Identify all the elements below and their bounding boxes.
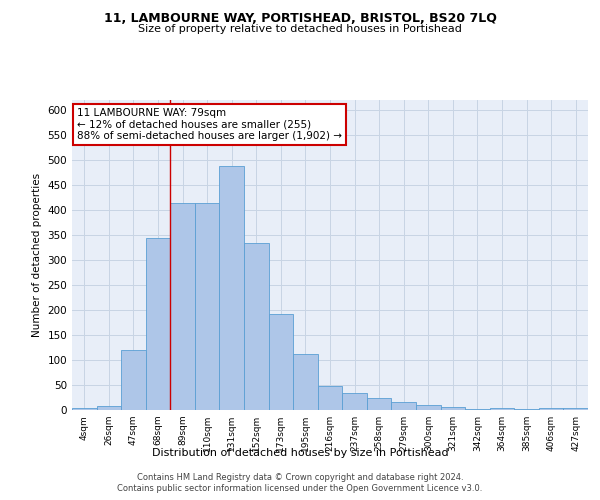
Bar: [490, 408, 514, 410]
Bar: [514, 408, 539, 410]
Text: 11, LAMBOURNE WAY, PORTISHEAD, BRISTOL, BS20 7LQ: 11, LAMBOURNE WAY, PORTISHEAD, BRISTOL, …: [104, 12, 496, 26]
Bar: [146, 238, 170, 410]
Bar: [539, 408, 563, 410]
Bar: [121, 350, 146, 410]
Text: Contains HM Land Registry data © Crown copyright and database right 2024.: Contains HM Land Registry data © Crown c…: [137, 472, 463, 482]
Text: 11 LAMBOURNE WAY: 79sqm
← 12% of detached houses are smaller (255)
88% of semi-d: 11 LAMBOURNE WAY: 79sqm ← 12% of detache…: [77, 108, 342, 141]
Bar: [563, 408, 588, 410]
Bar: [465, 408, 490, 410]
Bar: [318, 386, 342, 410]
Text: Size of property relative to detached houses in Portishead: Size of property relative to detached ho…: [138, 24, 462, 34]
Bar: [269, 314, 293, 410]
Bar: [97, 406, 121, 410]
Bar: [244, 242, 269, 410]
Text: Contains public sector information licensed under the Open Government Licence v3: Contains public sector information licen…: [118, 484, 482, 493]
Bar: [293, 354, 318, 410]
Bar: [367, 398, 391, 410]
Bar: [342, 392, 367, 410]
Bar: [391, 402, 416, 410]
Y-axis label: Number of detached properties: Number of detached properties: [32, 173, 42, 337]
Text: Distribution of detached houses by size in Portishead: Distribution of detached houses by size …: [152, 448, 448, 458]
Bar: [170, 202, 195, 410]
Bar: [440, 407, 465, 410]
Bar: [416, 405, 440, 410]
Bar: [195, 202, 220, 410]
Bar: [220, 166, 244, 410]
Bar: [72, 408, 97, 410]
